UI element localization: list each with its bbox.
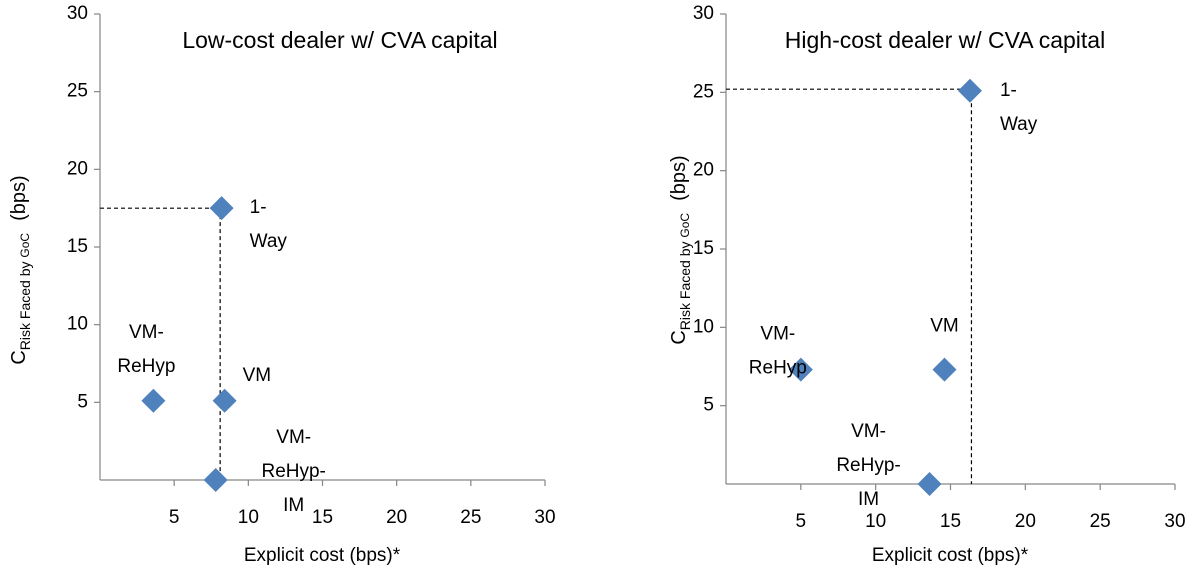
x-tick-label: 10 [865, 511, 886, 532]
point [788, 357, 813, 382]
x-tick-label: 30 [534, 507, 555, 528]
point [212, 388, 237, 413]
y-tick-label: 5 [77, 391, 88, 412]
x-tick-label: 25 [460, 507, 481, 528]
x-tick-label: 5 [169, 507, 180, 528]
point [203, 468, 228, 492]
point-label: 1-Way [1000, 80, 1038, 135]
x-tick-label: 10 [238, 507, 259, 528]
point-label: VM-ReHyp [749, 324, 807, 379]
x-tick-label: 15 [312, 507, 333, 528]
point-label: VM-ReHyp-IM [261, 427, 325, 516]
y-tick-label: 10 [693, 316, 714, 337]
y-tick-label: 10 [67, 314, 88, 335]
point [957, 78, 982, 103]
x-tick-label: 5 [796, 511, 807, 532]
y-tick-label: 20 [693, 160, 714, 181]
y-axis-label-part: C [8, 350, 30, 364]
x-axis-label: Explicit cost (bps)* [244, 545, 401, 566]
y-tick-label: 5 [703, 395, 714, 416]
y-axis-label-part: (bps) [668, 155, 690, 201]
y-axis-label: CRisk Faced by GoC (bps) [668, 155, 692, 344]
x-tick-label: 20 [1015, 511, 1036, 532]
y-tick-label: 15 [693, 238, 714, 259]
x-tick-label: 20 [386, 507, 407, 528]
y-tick-label: 15 [67, 236, 88, 257]
point-label: 1-Way [250, 197, 288, 252]
x-tick-label: 15 [940, 511, 961, 532]
y-axis-label-part: Risk Faced by [677, 238, 693, 331]
point [141, 388, 166, 413]
point-label: VM [243, 365, 272, 386]
y-axis-label-part: GoC [18, 233, 32, 258]
point [932, 357, 957, 382]
x-tick-label: 25 [1090, 511, 1111, 532]
point-label: VM [930, 316, 959, 337]
y-tick-label: 25 [693, 81, 714, 102]
point [917, 472, 942, 496]
y-tick-label: 25 [67, 81, 88, 102]
point [209, 196, 234, 221]
y-axis-label-part: (bps) [8, 175, 30, 221]
chart-title: Low-cost dealer w/ CVA capital [182, 27, 497, 53]
y-axis-label: CRisk Faced by GoC (bps) [8, 175, 32, 364]
point-label: VM-ReHyp-IM [836, 421, 900, 510]
x-tick-label: 30 [1164, 511, 1185, 532]
y-tick-label: 20 [67, 158, 88, 179]
y-axis-label-part: Risk Faced by [17, 258, 33, 351]
x-axis-label: Explicit cost (bps)* [872, 545, 1029, 566]
y-tick-label: 30 [693, 3, 714, 24]
y-tick-label: 30 [67, 3, 88, 24]
y-axis-label-part: GoC [678, 213, 692, 238]
chart-title: High-cost dealer w/ CVA capital [785, 27, 1105, 53]
y-axis-label-part: C [668, 330, 690, 344]
point-label: VM-ReHyp [117, 322, 175, 377]
